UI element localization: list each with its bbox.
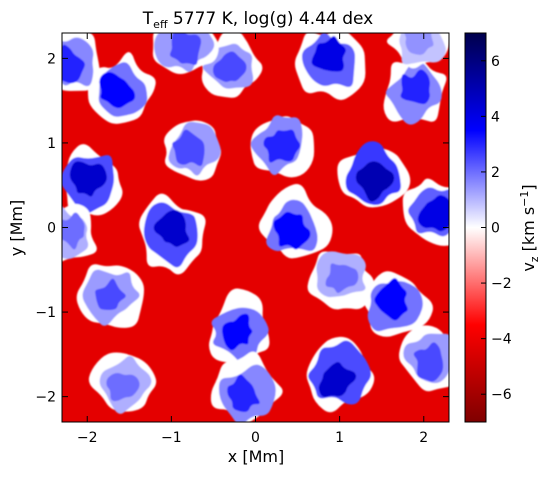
granule-core	[400, 69, 430, 105]
colorbar-tick-label: 4	[491, 109, 500, 125]
granule-core	[227, 374, 260, 413]
y-tick-label: 1	[47, 136, 56, 152]
granule-core	[153, 209, 190, 248]
granule-core	[374, 278, 408, 321]
granule-core	[325, 263, 359, 294]
granule-core	[222, 313, 253, 351]
granule-core	[404, 33, 434, 55]
granule-core	[318, 362, 357, 398]
colorbar-tick-label: −2	[491, 276, 512, 292]
colorbar-tick-label: 6	[491, 54, 500, 70]
granule-core	[273, 211, 311, 250]
granule-core	[311, 36, 346, 72]
x-axis-label: x [Mm]	[228, 447, 284, 466]
y-tick-label: 0	[47, 221, 56, 237]
colorbar-tick-label: −4	[491, 332, 512, 348]
x-axis: −2 −1 0 1 2	[77, 33, 428, 446]
colorbar-label: vz [km s−1]	[518, 184, 541, 271]
x-tick-label: 1	[335, 430, 344, 446]
x-tick-label: −1	[161, 430, 182, 446]
granule-core	[99, 72, 136, 109]
x-tick-label: 0	[251, 430, 260, 446]
y-tick-label: −2	[35, 390, 56, 406]
colorbar-tick-label: −6	[491, 387, 512, 403]
y-tick-label: −1	[35, 305, 56, 321]
chart-title: Teff 5777 K, log(g) 4.44 dex	[142, 9, 373, 31]
granule-core	[95, 278, 126, 311]
x-tick-label: 2	[419, 430, 428, 446]
granule-core	[169, 33, 202, 65]
granule-core	[413, 342, 444, 382]
velocity-field-heatmap	[62, 33, 449, 422]
colorbar-ticks: −6 −4 −2 0 2 4 6	[481, 54, 512, 403]
granule-core	[106, 372, 140, 402]
granule-core	[69, 161, 107, 197]
y-tick-label: 2	[47, 51, 56, 67]
y-axis: −2 −1 0 1 2	[35, 51, 449, 406]
granule-core	[172, 129, 205, 167]
granule-core	[62, 212, 85, 250]
colorbar-tick-label: 0	[491, 221, 500, 237]
granule-core	[417, 195, 449, 232]
x-tick-label: −2	[77, 430, 98, 446]
y-axis-label: y [Mm]	[7, 200, 26, 256]
granule-core	[62, 44, 85, 84]
granule-core	[355, 161, 395, 202]
colorbar-tick-label: 2	[491, 165, 500, 181]
granule-core	[263, 129, 301, 163]
granule-core	[212, 51, 247, 82]
